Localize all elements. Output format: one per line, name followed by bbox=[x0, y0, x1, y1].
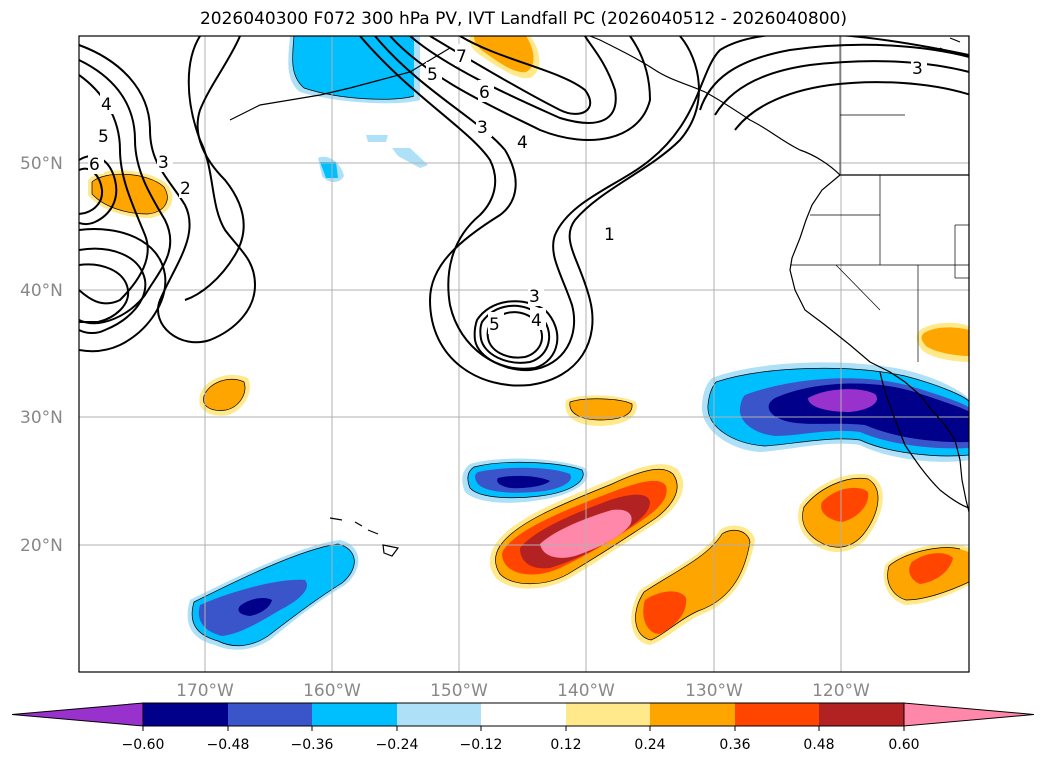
negative-anomaly-region-central-pacific bbox=[462, 458, 588, 503]
contour-labels: 7 6 5 4 3 1 3 4 5 4 5 6 3 2 bbox=[88, 44, 927, 335]
colorbar-segment bbox=[566, 703, 650, 726]
colorbar-tick-label: 0.24 bbox=[634, 737, 665, 753]
lon-label: 170°W bbox=[176, 681, 234, 701]
map-title: 2026040300 F072 300 hPa PV, IVT Landfall… bbox=[199, 9, 847, 29]
contour-label: 6 bbox=[479, 83, 490, 103]
contour-label: 5 bbox=[427, 65, 438, 85]
contour-label: 3 bbox=[912, 59, 923, 79]
colorbar-extend-left bbox=[11, 702, 144, 727]
contour-label: 4 bbox=[531, 311, 542, 331]
lon-label: 160°W bbox=[303, 681, 361, 701]
contour-label: 2 bbox=[180, 179, 191, 199]
contour-label: 7 bbox=[456, 47, 467, 67]
contour-label: 4 bbox=[101, 95, 112, 115]
colorbar-segment bbox=[650, 703, 735, 726]
positive-anomaly-region-southeast-pacific bbox=[631, 474, 969, 645]
colorbar-segment bbox=[312, 703, 397, 726]
contour-label: 3 bbox=[158, 153, 169, 173]
latitude-axis: 50°N 40°N 30°N 20°N bbox=[20, 154, 63, 556]
colorbar-segment bbox=[228, 703, 312, 726]
colorbar-tick-label: 0.12 bbox=[550, 737, 581, 753]
colorbar-tick-label: 0.48 bbox=[803, 737, 834, 753]
colorbar-segment bbox=[481, 703, 566, 726]
contour-label: 3 bbox=[529, 287, 540, 307]
contour-label: 5 bbox=[98, 127, 109, 147]
lat-label: 30°N bbox=[20, 408, 63, 428]
longitude-axis: 170°W 160°W 150°W 140°W 130°W 120°W bbox=[176, 681, 870, 701]
contour-label: 1 bbox=[604, 225, 615, 245]
lat-label: 50°N bbox=[20, 154, 63, 174]
colorbar-segment bbox=[143, 703, 228, 726]
lat-label: 40°N bbox=[20, 281, 63, 301]
contour-label: 3 bbox=[477, 118, 488, 138]
pv-contours bbox=[79, 36, 969, 387]
lon-label: 120°W bbox=[812, 681, 870, 701]
colorbar: −0.60 −0.48 −0.36 −0.24 −0.12 0.12 0.24 … bbox=[11, 702, 1035, 753]
negative-anomaly-region-north-pacific-top bbox=[288, 36, 428, 182]
lat-label: 20°N bbox=[20, 536, 63, 556]
colorbar-tick-label: −0.60 bbox=[122, 737, 165, 753]
colorbar-segment bbox=[735, 703, 819, 726]
colorbar-segment bbox=[397, 703, 481, 726]
lon-label: 140°W bbox=[557, 681, 615, 701]
positive-anomaly-region-small-patches bbox=[88, 36, 969, 426]
gridlines bbox=[79, 36, 969, 672]
coastlines bbox=[229, 36, 969, 557]
lon-label: 150°W bbox=[430, 681, 488, 701]
contour-label: 4 bbox=[517, 133, 528, 153]
colorbar-segment bbox=[819, 703, 904, 726]
colorbar-tick-label: −0.48 bbox=[207, 737, 250, 753]
colorbar-tick-label: −0.12 bbox=[460, 737, 503, 753]
colorbar-tick-label: −0.36 bbox=[291, 737, 334, 753]
colorbar-tick-label: −0.24 bbox=[376, 737, 419, 753]
contour-label: 6 bbox=[89, 155, 100, 175]
colorbar-tick-label: 0.60 bbox=[888, 737, 919, 753]
contour-label: 5 bbox=[489, 315, 500, 335]
colorbar-tick-label: 0.36 bbox=[719, 737, 750, 753]
colorbar-extend-right bbox=[903, 702, 1035, 727]
us-state-borders bbox=[790, 36, 969, 362]
negative-anomaly-region-southwest-pacific bbox=[187, 540, 359, 650]
map-plot-area: 7 6 5 4 3 1 3 4 5 4 5 6 3 2 bbox=[79, 36, 969, 672]
lon-label: 130°W bbox=[685, 681, 743, 701]
map-frame bbox=[78, 35, 970, 673]
